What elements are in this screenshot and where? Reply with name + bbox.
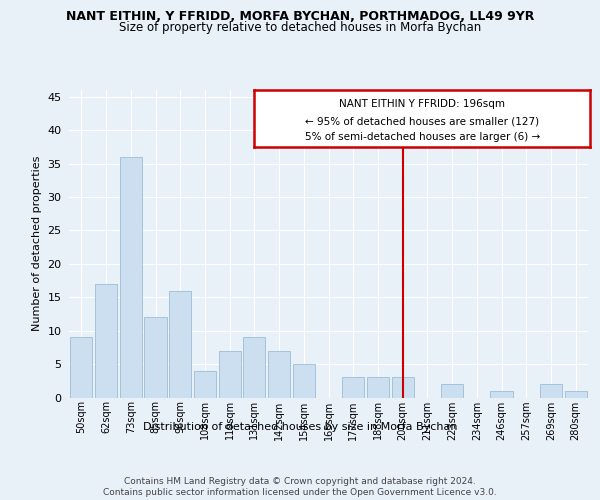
Bar (490, 391, 512, 398)
Bar (194, 371, 216, 398)
Bar (441, 384, 463, 398)
Bar (243, 338, 265, 398)
Text: Size of property relative to detached houses in Morfa Bychan: Size of property relative to detached ho… (119, 22, 481, 35)
Bar (367, 378, 389, 398)
Bar (342, 378, 364, 398)
Text: Contains HM Land Registry data © Crown copyright and database right 2024.
Contai: Contains HM Land Registry data © Crown c… (103, 478, 497, 497)
Bar (392, 378, 414, 398)
Bar (218, 350, 241, 398)
Bar (70, 338, 92, 398)
Y-axis label: Number of detached properties: Number of detached properties (32, 156, 41, 332)
Bar (540, 384, 562, 398)
Text: NANT EITHIN, Y FFRIDD, MORFA BYCHAN, PORTHMADOG, LL49 9YR: NANT EITHIN, Y FFRIDD, MORFA BYCHAN, POR… (66, 10, 534, 23)
Text: Distribution of detached houses by size in Morfa Bychan: Distribution of detached houses by size … (143, 422, 457, 432)
Bar (119, 157, 142, 398)
Bar (169, 290, 191, 398)
Bar (293, 364, 315, 398)
Bar (145, 318, 167, 398)
Bar (95, 284, 117, 398)
Bar (565, 391, 587, 398)
Bar (268, 350, 290, 398)
